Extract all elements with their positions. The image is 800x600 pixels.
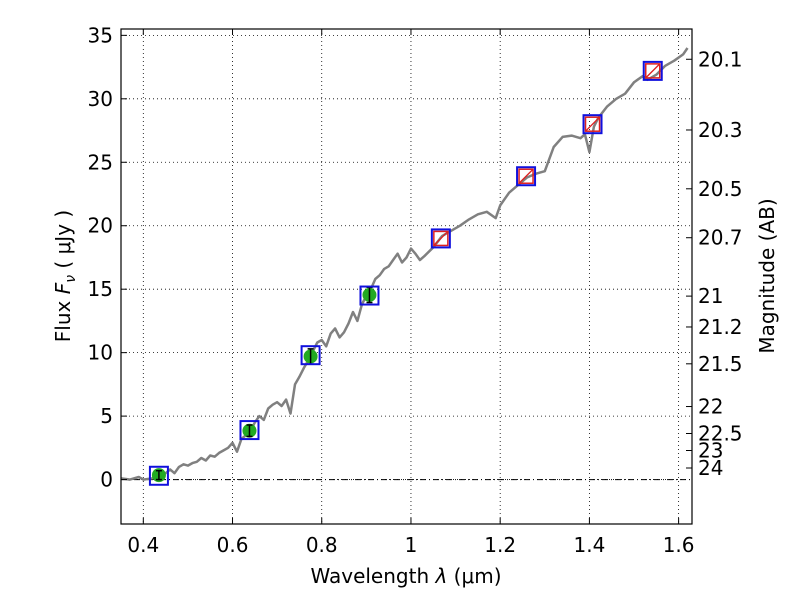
model-band-square bbox=[430, 228, 451, 249]
y-tick-label: 15 bbox=[88, 277, 113, 301]
model-band-square bbox=[359, 285, 380, 306]
tick-layer: 0.4 0.6 0.8 1 1.2 1.4 1.6 0 5 10 15 20 25 30 35 20.1 20.… bbox=[88, 23, 743, 557]
upper-limit-marker bbox=[644, 63, 661, 79]
y-tick-label: 30 bbox=[88, 87, 113, 111]
y-tick-label: 5 bbox=[100, 404, 113, 428]
x-tick-label: 0.4 bbox=[127, 533, 159, 557]
upper-limit-slash bbox=[585, 116, 600, 132]
plot-frame bbox=[120, 28, 693, 525]
grid-layer bbox=[121, 29, 692, 524]
mag-tick-label: 20.3 bbox=[698, 118, 743, 142]
y-tick-label: 25 bbox=[88, 150, 113, 174]
model-band-square bbox=[148, 465, 169, 486]
marker-layer bbox=[148, 60, 663, 486]
mag-tick-label: 21 bbox=[698, 284, 723, 308]
x-axis-label: Wavelength λ (μm) bbox=[310, 564, 501, 588]
model-band-square bbox=[300, 345, 321, 366]
mag-tick-label: 21.5 bbox=[698, 352, 743, 376]
mag-tick-label: 20.1 bbox=[698, 47, 743, 71]
spectrum-line bbox=[120, 47, 689, 481]
x-tick-label: 1.2 bbox=[484, 533, 516, 557]
mag-tick-label: 22 bbox=[698, 395, 723, 419]
model-band-square bbox=[239, 420, 260, 441]
mag-tick-label: 22.5 bbox=[698, 421, 743, 445]
x-tick-label: 0.6 bbox=[217, 533, 249, 557]
upper-limit-slash bbox=[433, 230, 449, 246]
y-axis-label: Flux Fν ( μJy ) bbox=[51, 210, 79, 342]
y-tick-label: 0 bbox=[100, 468, 113, 492]
model-band-square bbox=[582, 114, 603, 135]
y-tick-label: 10 bbox=[88, 341, 113, 365]
mag-tick-label: 20.5 bbox=[698, 177, 743, 201]
x-tick-label: 1.6 bbox=[663, 533, 695, 557]
upper-limit-marker bbox=[584, 116, 601, 132]
mag-tick-label: 20.7 bbox=[698, 226, 743, 250]
x-tick-label: 1.4 bbox=[573, 533, 605, 557]
x-tick-label: 1 bbox=[405, 533, 418, 557]
model-band-square bbox=[642, 60, 663, 81]
upper-limit-marker bbox=[518, 168, 534, 184]
mag-tick-label: 24 bbox=[698, 456, 723, 480]
y-tick-label: 35 bbox=[88, 23, 113, 47]
upper-limit-marker bbox=[433, 230, 449, 247]
upper-limit-slash bbox=[645, 63, 661, 79]
mag-tick-label: 23 bbox=[698, 438, 723, 462]
magnitude-axis-label: Magnitude (AB) bbox=[755, 198, 779, 353]
y-tick-label: 20 bbox=[88, 214, 113, 238]
mag-tick-label: 21.2 bbox=[698, 315, 743, 339]
x-tick-label: 0.8 bbox=[306, 533, 338, 557]
model-band-square bbox=[516, 166, 537, 187]
upper-limit-slash bbox=[518, 168, 534, 184]
